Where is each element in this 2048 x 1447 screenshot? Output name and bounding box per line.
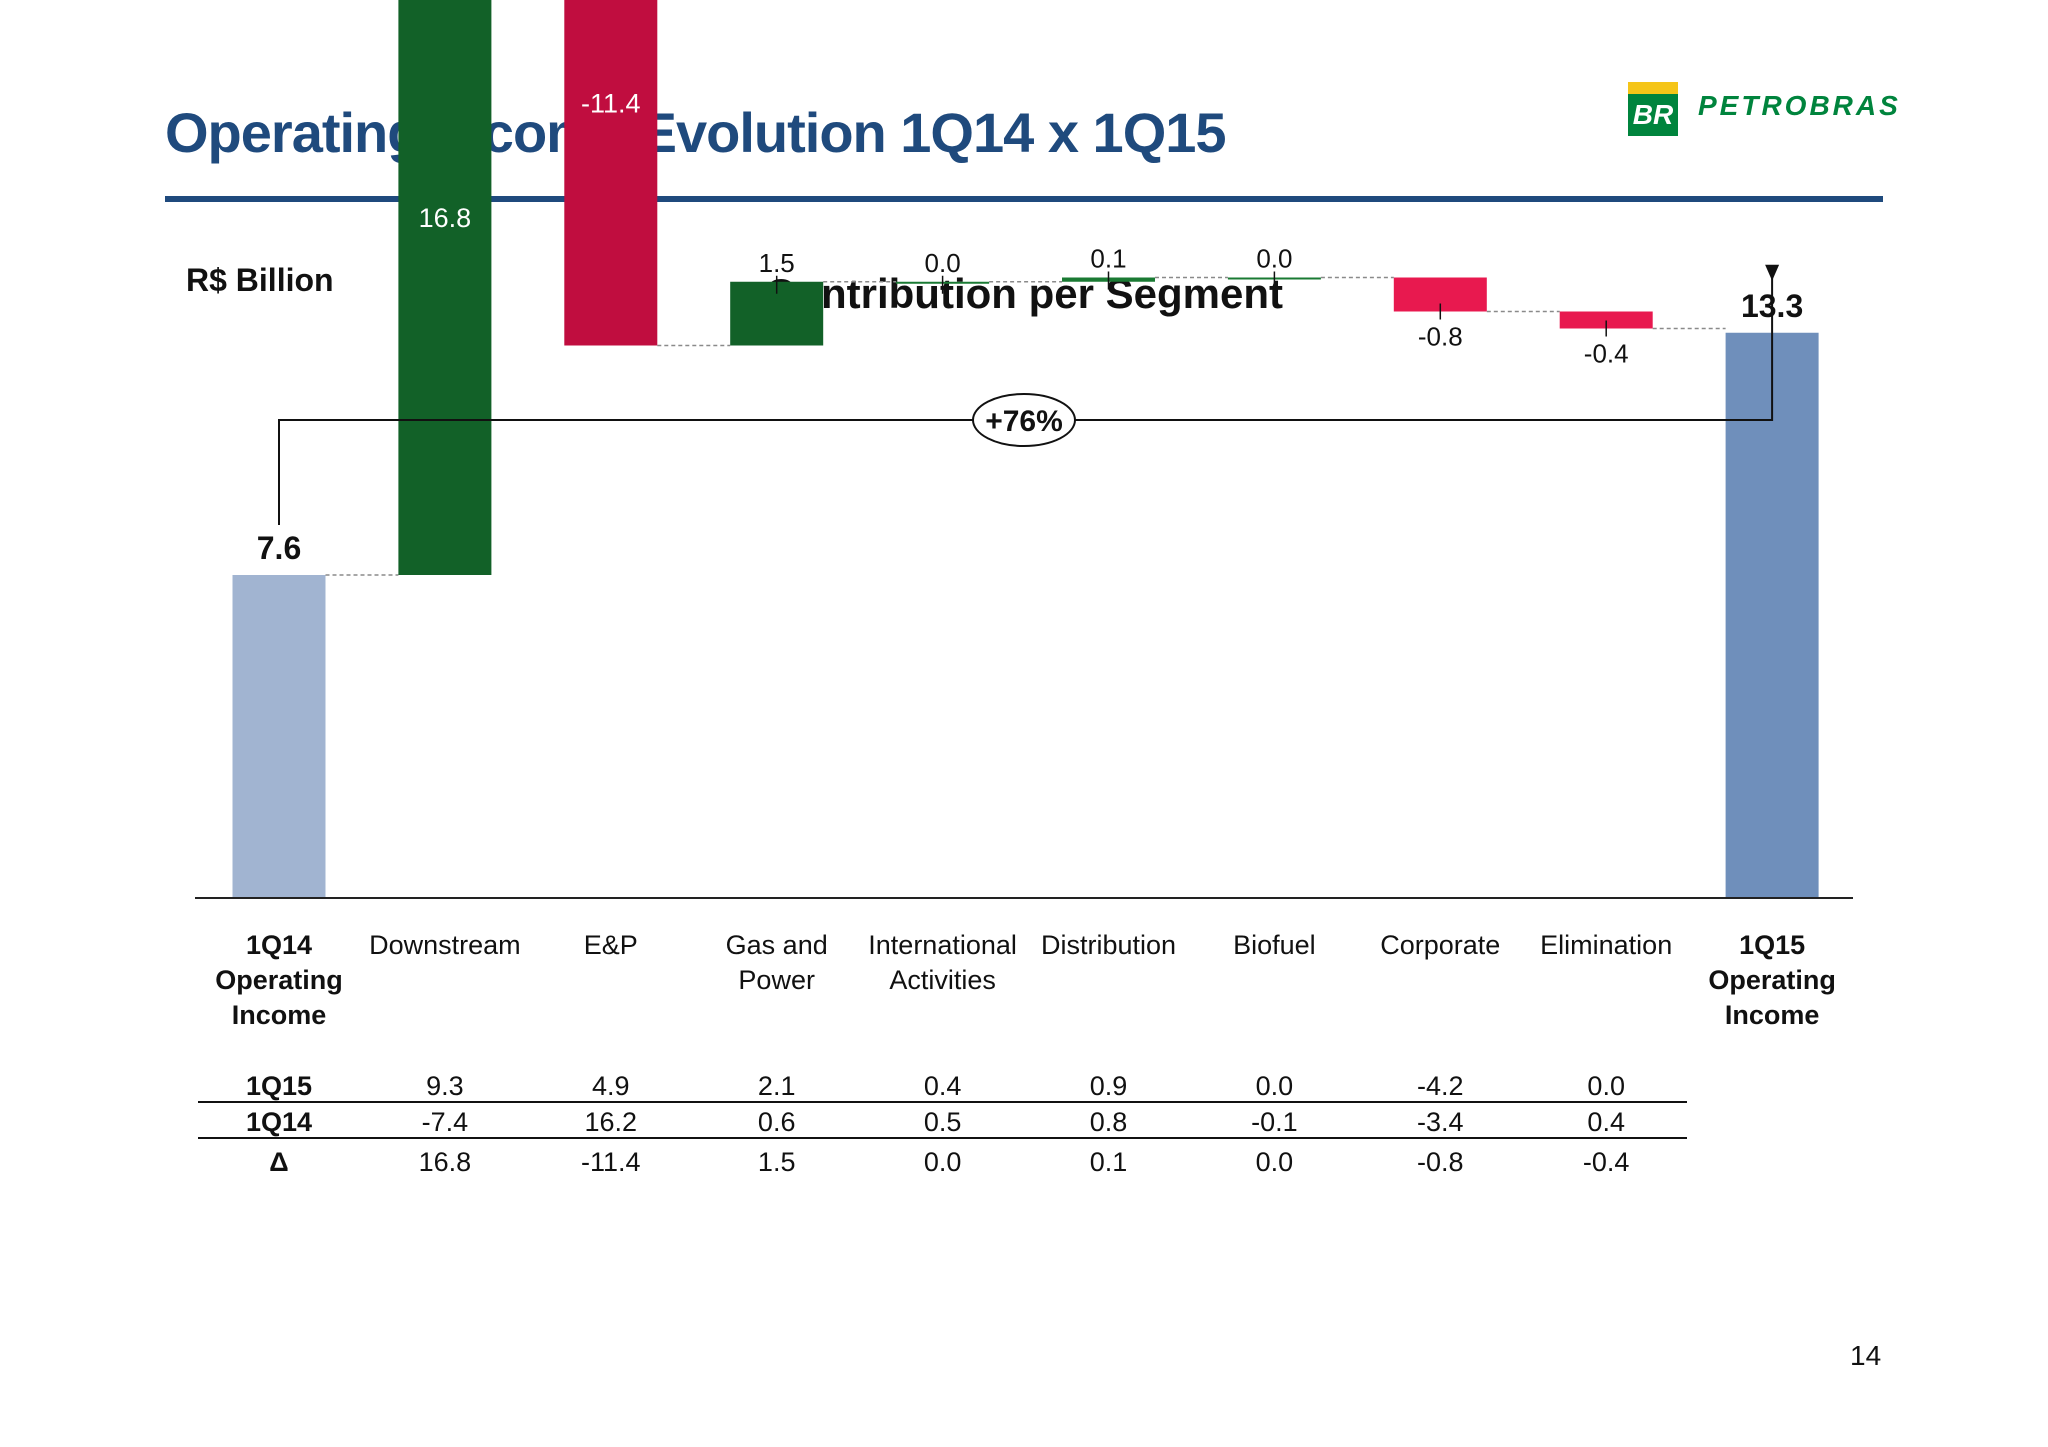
total-value-label: 7.6 [257,530,301,566]
table-cell: 0.0 [1587,1071,1625,1101]
total-bar [232,575,326,898]
delta-bar [398,0,492,575]
logo-mark-text: BR [1628,94,1678,136]
table-cell: 4.9 [592,1071,630,1101]
chart-title: Contribution per Segment [765,270,1283,317]
logo-wordmark: PETROBRAS [1698,90,1901,121]
category-label: 1Q15 Operating Income [1708,930,1836,1030]
delta-bar [1559,311,1653,329]
table-cell: 0.5 [924,1107,962,1137]
bar-value-label: -0.4 [1584,339,1629,369]
bar-value-label: -11.4 [581,88,641,118]
table-cell: 0.8 [1090,1107,1128,1137]
bar-value-label: 0.0 [1256,244,1292,274]
category-label: Downstream [369,930,521,960]
category-label: E&P [584,930,638,960]
table-cell: 2.1 [758,1071,796,1101]
category-label: Biofuel [1233,930,1316,960]
bar-value-label: 1.5 [759,248,795,278]
bar-value-label: 16.8 [419,203,472,233]
title-divider [165,196,1883,202]
category-label: Corporate [1380,930,1500,960]
table-cell: 0.0 [1256,1071,1294,1101]
table-row-label: 1Q14 [246,1107,312,1137]
bar-value-label: -0.8 [1418,322,1463,352]
category-label: Distribution [1041,930,1176,960]
delta-bar [564,0,658,346]
category-label: International Activities [868,930,1017,995]
unit-label: R$ Billion [186,262,334,298]
growth-badge [972,393,1076,447]
table-row-label: Δ [269,1147,288,1177]
table-cell: 0.0 [924,1147,962,1177]
table-cell: 0.6 [758,1107,796,1137]
table-cell: -0.8 [1417,1147,1464,1177]
br-logo-icon: BR [1628,82,1678,136]
bar-value-label: 0.0 [925,248,961,278]
table-cell: 9.3 [426,1071,464,1101]
table-cell: 0.0 [1256,1147,1294,1177]
table-row-label: 1Q15 [246,1071,312,1101]
slide-title: Operating Income Evolution 1Q14 x 1Q15 [165,101,1227,164]
table-cell: 16.2 [585,1107,638,1137]
table-cell: -11.4 [581,1147,641,1177]
table-cell: 0.1 [1090,1147,1128,1177]
table-cell: -7.4 [422,1107,469,1137]
table-cell: 0.4 [1587,1107,1625,1137]
table-cell: 1.5 [758,1147,796,1177]
category-label: Gas and Power [726,930,828,995]
table-cell: -4.2 [1417,1071,1464,1101]
bar-value-label: 0.1 [1090,244,1126,274]
growth-arrow-icon [1765,264,1780,281]
category-label: 1Q14 Operating Income [215,930,343,1030]
total-bar [1725,332,1819,898]
table-cell: 16.8 [419,1147,472,1177]
table-cell: -0.4 [1583,1147,1630,1177]
table-cell: 0.4 [924,1071,962,1101]
table-cell: -0.1 [1251,1107,1298,1137]
category-label: Elimination [1540,930,1672,960]
page-number: 14 [1850,1340,1882,1371]
table-cell: -3.4 [1417,1107,1464,1137]
growth-label: +76% [985,405,1063,438]
table-cell: 0.9 [1090,1071,1128,1101]
